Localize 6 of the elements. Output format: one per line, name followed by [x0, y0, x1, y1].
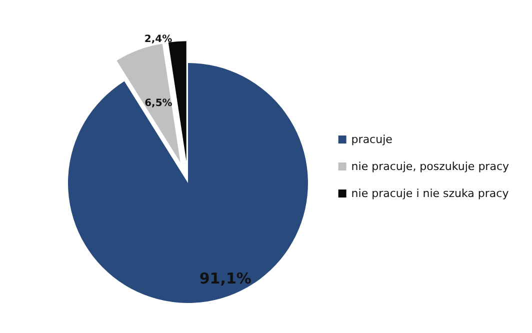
data-label: 2,4% [144, 34, 172, 45]
legend-label: pracuje [351, 133, 393, 146]
legend-label: nie pracuje i nie szuka pracy [351, 187, 510, 200]
data-label: 6,5% [144, 98, 172, 109]
legend-label: nie pracuje, poszukuje pracy [351, 160, 510, 173]
data-label: 91,1% [199, 270, 252, 288]
